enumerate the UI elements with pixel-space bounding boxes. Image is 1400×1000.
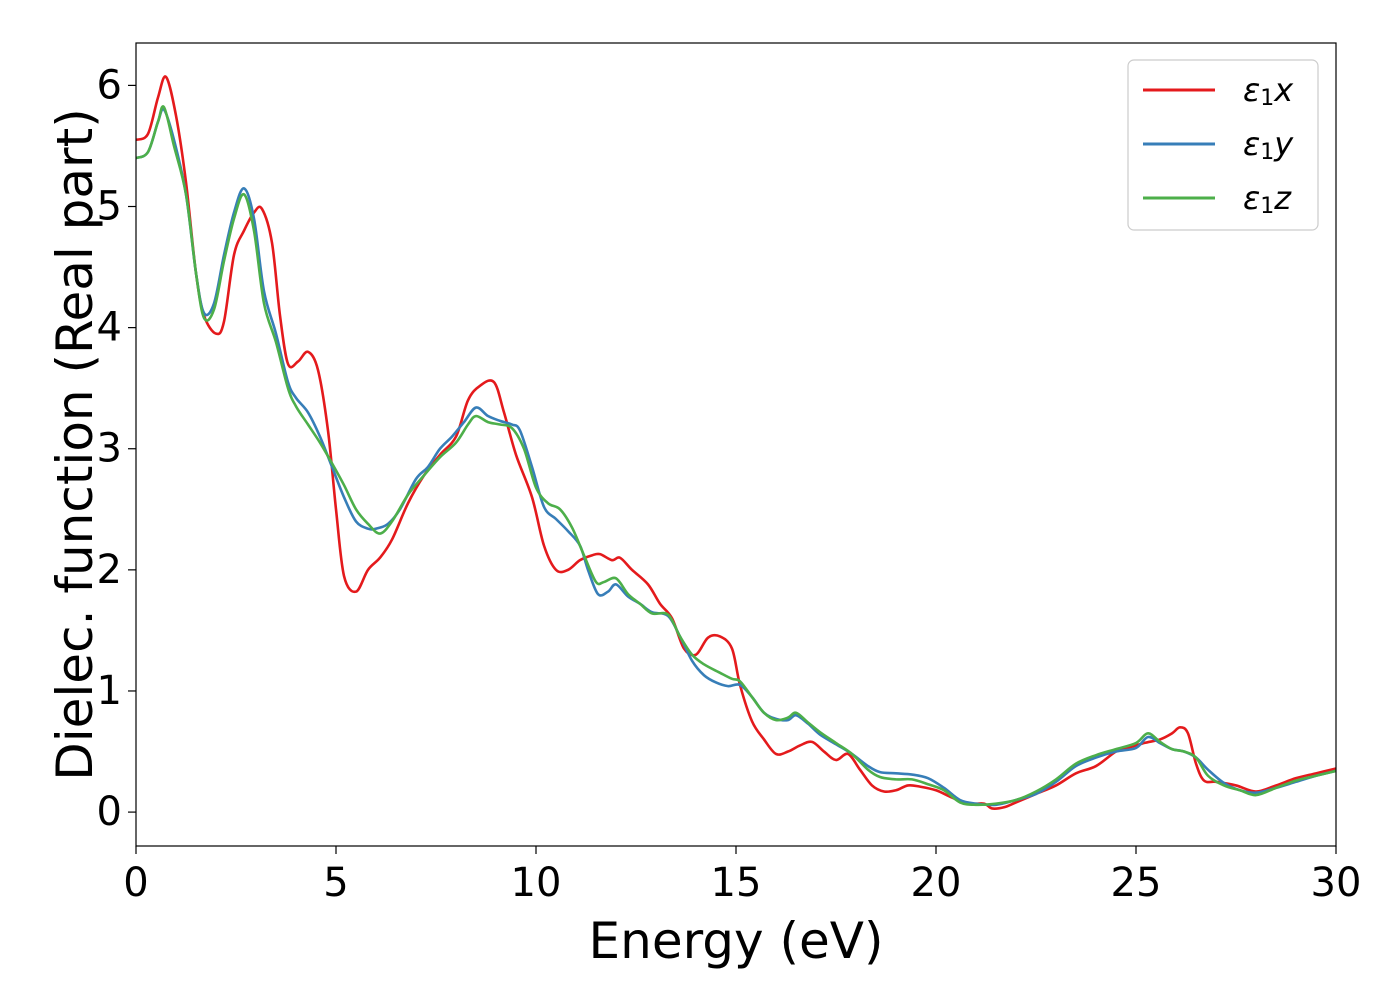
y-tick-label: 0 <box>97 789 122 835</box>
legend: ε1x ε1y ε1z <box>1127 59 1319 231</box>
y-axis: 0 1 2 3 4 5 6 <box>97 62 136 835</box>
y-tick-label: 2 <box>97 547 122 593</box>
x-tick-label: 25 <box>1111 860 1162 906</box>
y-tick-label: 5 <box>97 184 122 230</box>
x-tick-label: 0 <box>123 860 148 906</box>
series-line-x <box>136 75 1336 810</box>
legend-label-x: ε1x <box>1243 71 1294 111</box>
x-tick-label: 5 <box>323 860 348 906</box>
x-tick-label: 15 <box>711 860 762 906</box>
series-line-z <box>136 105 1336 807</box>
x-tick-label: 30 <box>1311 860 1362 906</box>
x-tick-label: 10 <box>511 860 562 906</box>
y-tick-label: 4 <box>97 305 122 351</box>
y-tick-label: 6 <box>97 62 122 108</box>
x-axis-title: Energy (eV) <box>589 912 884 970</box>
y-axis-title: Dielec. function (Real part) <box>46 108 104 780</box>
legend-box <box>1127 59 1319 231</box>
legend-label-y: ε1y <box>1243 125 1294 165</box>
legend-label-z: ε1z <box>1243 179 1292 219</box>
series-layer <box>136 75 1336 810</box>
x-tick-label: 20 <box>911 860 962 906</box>
x-axis: 0 5 10 15 20 25 30 <box>123 846 1361 906</box>
y-tick-label: 1 <box>97 668 122 714</box>
y-tick-label: 3 <box>97 426 122 472</box>
